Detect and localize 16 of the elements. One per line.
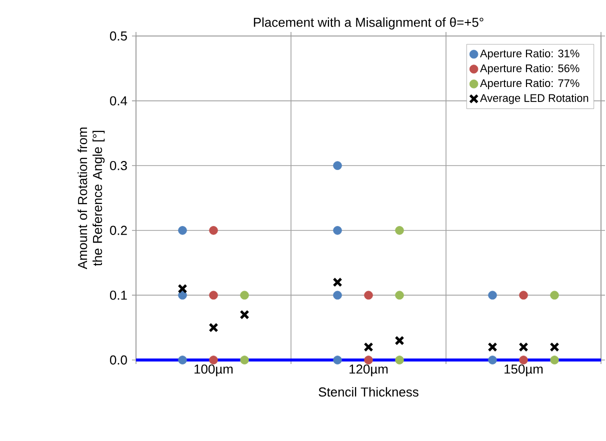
legend-label: Average LED Rotation (480, 94, 588, 104)
y-tick-label: 0.4 (110, 96, 128, 106)
x-axis-title: Stencil Thickness (318, 387, 418, 397)
x-tick-label: 150µm (504, 364, 543, 376)
x-tick-label: 100µm (194, 364, 233, 376)
y-tick-label: 0.3 (110, 161, 127, 170)
chart-title: Placement with a Misalignment of θ=+5° (254, 17, 484, 30)
y-tick-label: 0.5 (110, 31, 127, 41)
y-axis-title: Amount of Rotation from the Reference Angle [°] (78, 128, 105, 270)
legend-label: Aperture Ratio: 77% (480, 79, 580, 90)
x-tick-label: 120µm (350, 364, 388, 376)
y-tick-label: 0.1 (110, 290, 127, 300)
legend-label: Aperture Ratio: 31% (480, 49, 580, 60)
legend-label: Aperture Ratio: 56% (480, 64, 580, 74)
y-tick-label: 0.2 (110, 226, 127, 235)
y-tick-label: 0.0 (110, 355, 127, 365)
